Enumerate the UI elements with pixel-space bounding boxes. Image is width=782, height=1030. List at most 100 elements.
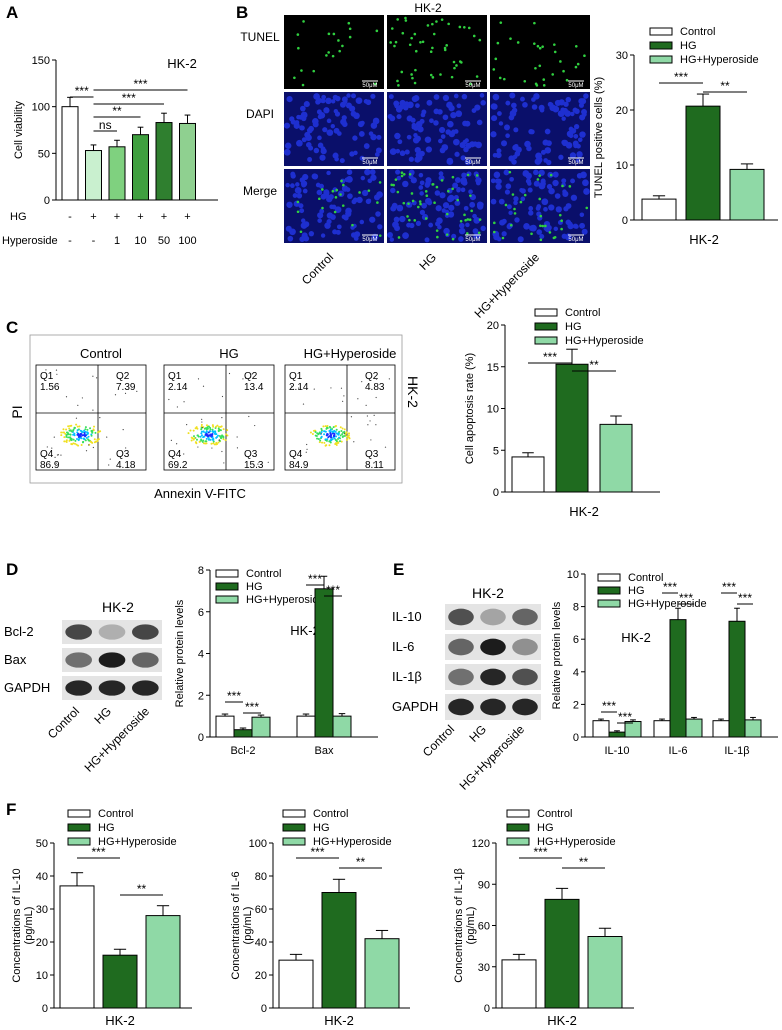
tunel-cell [447,22,450,26]
significance-label: *** [679,591,693,605]
micrograph [387,169,487,243]
nucleus [522,170,530,177]
flow-event [215,441,218,444]
nucleus [343,215,349,221]
tunel-cell [401,31,405,35]
nucleus [370,122,378,129]
flow-event [341,427,344,430]
panel-letter-A: A [6,3,18,22]
nucleus [324,222,331,229]
quadrant-label: Q2 [116,371,130,382]
flow-event [384,446,387,448]
flow-event [207,431,210,434]
tunel-cell [424,190,428,193]
scale-bar-label: 50μM [568,237,583,243]
nucleus [472,228,479,234]
flow-event [183,401,185,403]
flow-event [340,387,343,389]
flow-event [340,440,343,443]
nucleus [359,219,365,225]
nucleus [452,182,459,189]
flow-event [329,429,332,432]
nucleus [415,103,420,108]
nucleus [454,177,461,184]
flow-event [75,438,78,441]
quadrant-value: 1.56 [40,382,60,393]
y-tick-label: 2 [573,699,579,711]
tunel-cell [424,217,428,220]
nucleus [498,198,505,205]
tunel-cell [367,189,371,192]
flow-event [215,436,218,439]
flow-event [324,444,327,447]
y-tick-label: 0 [493,487,499,499]
nucleus [435,221,441,227]
tunel-cell [348,27,352,31]
tunel-cell [408,172,412,176]
flow-event [69,437,72,440]
nucleus [419,191,424,196]
nucleus [490,131,497,138]
flow-event [67,425,70,428]
flow-event [176,406,178,408]
blot-band [132,680,159,696]
nucleus [308,125,314,132]
nucleus [460,177,468,184]
tunel-cell [453,66,456,70]
tunel-cell [392,183,395,187]
tunel-cell [378,234,382,237]
flow-event [96,377,98,379]
x-axis-label: HK-2 [105,1013,135,1028]
tunel-cell [389,41,392,44]
nucleus [346,93,351,98]
flow-event [316,432,319,435]
nucleus [504,189,511,195]
nucleus [464,158,472,166]
flow-event [217,434,220,437]
nucleus [561,178,567,184]
y-tick-label: 2 [198,690,204,702]
flow-event [323,430,326,433]
tunel-cell [404,16,407,20]
flow-event [192,438,195,441]
nucleus [533,180,540,187]
hg-cell: + [114,211,120,223]
tunel-cell [413,219,417,222]
blot-band [480,608,506,626]
legend-label-control: Control [246,568,281,580]
flow-event [333,434,336,437]
tunel-cell [493,221,496,225]
nucleus [522,102,528,108]
nucleus [397,139,403,145]
tunel-cell [467,26,471,30]
nucleus [355,97,363,105]
tunel-cell [542,78,546,81]
nucleus [569,152,577,159]
nucleus [570,111,575,117]
flow-event [332,426,335,429]
flow-event [56,373,58,375]
chart-title: HK-2 [621,630,651,645]
nucleus [538,104,545,111]
flow-event [330,387,332,389]
nucleus [389,115,396,122]
y-tick-label: 20 [255,970,267,982]
tunel-cell [421,40,425,44]
nucleus [554,193,561,199]
nucleus [350,225,355,230]
y-tick-label: 20 [616,105,628,117]
significance-label: ** [137,882,147,896]
nucleus [352,197,358,203]
nucleus [317,212,324,219]
blot-band [448,608,474,626]
tunel-cell [536,178,540,181]
nucleus [561,139,569,147]
flow-event [209,434,212,437]
flow-event [202,442,205,445]
tunel-cell [351,223,354,227]
panel-letter-B: B [236,3,248,22]
flow-event [80,443,83,446]
nucleus [438,126,446,134]
nucleus [552,179,559,187]
nucleus [528,128,534,135]
